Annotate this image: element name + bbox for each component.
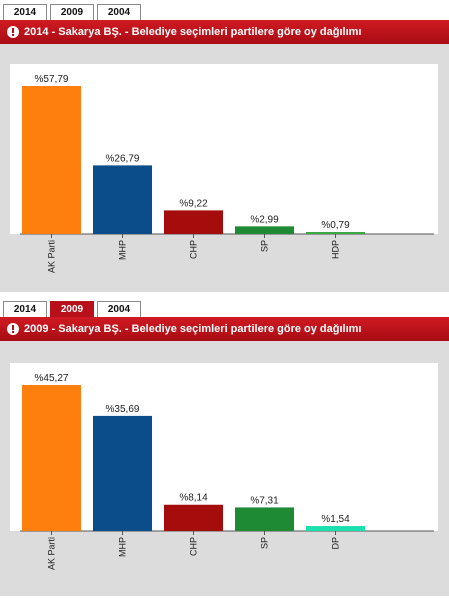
bar-ak-parti[interactable] [22,385,81,531]
plot-background [10,64,438,234]
bar-chart-svg: %45,27 AK Parti %35,69 MHP %8,14 CHP %7,31 SP %1… [10,363,438,570]
bar-value-label: %1,54 [321,514,350,525]
tab-2014[interactable]: 2014 [3,4,47,20]
info-icon [7,26,19,38]
plot-background [10,363,438,531]
bar-value-label: %57,79 [35,74,69,85]
category-label: SP [260,240,270,252]
bar-value-label: %45,27 [35,373,69,384]
chart-area: %45,27 AK Parti %35,69 MHP %8,14 CHP %7,31 SP %1… [0,341,449,596]
bar-value-label: %7,31 [250,495,279,506]
chart-title-bar: 2014 - Sakarya BŞ. - Belediye seçimleri … [0,20,449,44]
chart-panel-2014: 2014 2009 2004 2014 - Sakarya BŞ. - Bele… [0,4,449,292]
chart-title-bar: 2009 - Sakarya BŞ. - Belediye seçimleri … [0,317,449,341]
bar-value-label: %9,22 [179,198,208,209]
category-label: CHP [189,537,199,556]
category-label: MHP [118,537,128,557]
bar-mhp[interactable] [93,165,152,234]
tab-2004[interactable]: 2004 [97,4,141,20]
bar-chp[interactable] [164,504,223,531]
bar-value-label: %26,79 [106,153,140,164]
chart-title: 2014 - Sakarya BŞ. - Belediye seçimleri … [24,26,362,38]
year-tabs: 2014 2009 2004 [0,301,449,318]
tab-2009[interactable]: 2009 [50,4,94,20]
bar-value-label: %8,14 [179,493,208,504]
bar-chart-svg: %57,79 AK Parti %26,79 MHP %9,22 CHP %2,99 SP %0… [10,64,438,273]
category-label: DP [331,537,341,550]
bar-chp[interactable] [164,210,223,234]
info-icon [7,323,19,335]
bar-sp[interactable] [235,507,294,531]
year-tabs: 2014 2009 2004 [0,4,449,21]
category-label: SP [260,537,270,549]
tab-2009[interactable]: 2009 [50,301,94,317]
bar-hdp[interactable] [306,231,365,234]
bar-sp[interactable] [235,226,294,234]
tab-2014[interactable]: 2014 [3,301,47,317]
bar-ak-parti[interactable] [22,86,81,234]
bar-value-label: %0,79 [321,220,350,231]
category-label: AK Parti [47,537,57,570]
bar-value-label: %2,99 [250,214,279,225]
category-label: MHP [118,240,128,260]
chart-area: %57,79 AK Parti %26,79 MHP %9,22 CHP %2,99 SP %0… [0,44,449,292]
chart-title: 2009 - Sakarya BŞ. - Belediye seçimleri … [24,323,362,335]
category-label: HDP [331,240,341,259]
bar-dp[interactable] [306,526,365,531]
chart-panel-2009: 2014 2009 2004 2009 - Sakarya BŞ. - Bele… [0,301,449,596]
category-label: AK Parti [47,240,57,273]
category-label: CHP [189,240,199,259]
tab-2004[interactable]: 2004 [97,301,141,317]
bar-mhp[interactable] [93,415,152,531]
bar-value-label: %35,69 [106,404,140,415]
